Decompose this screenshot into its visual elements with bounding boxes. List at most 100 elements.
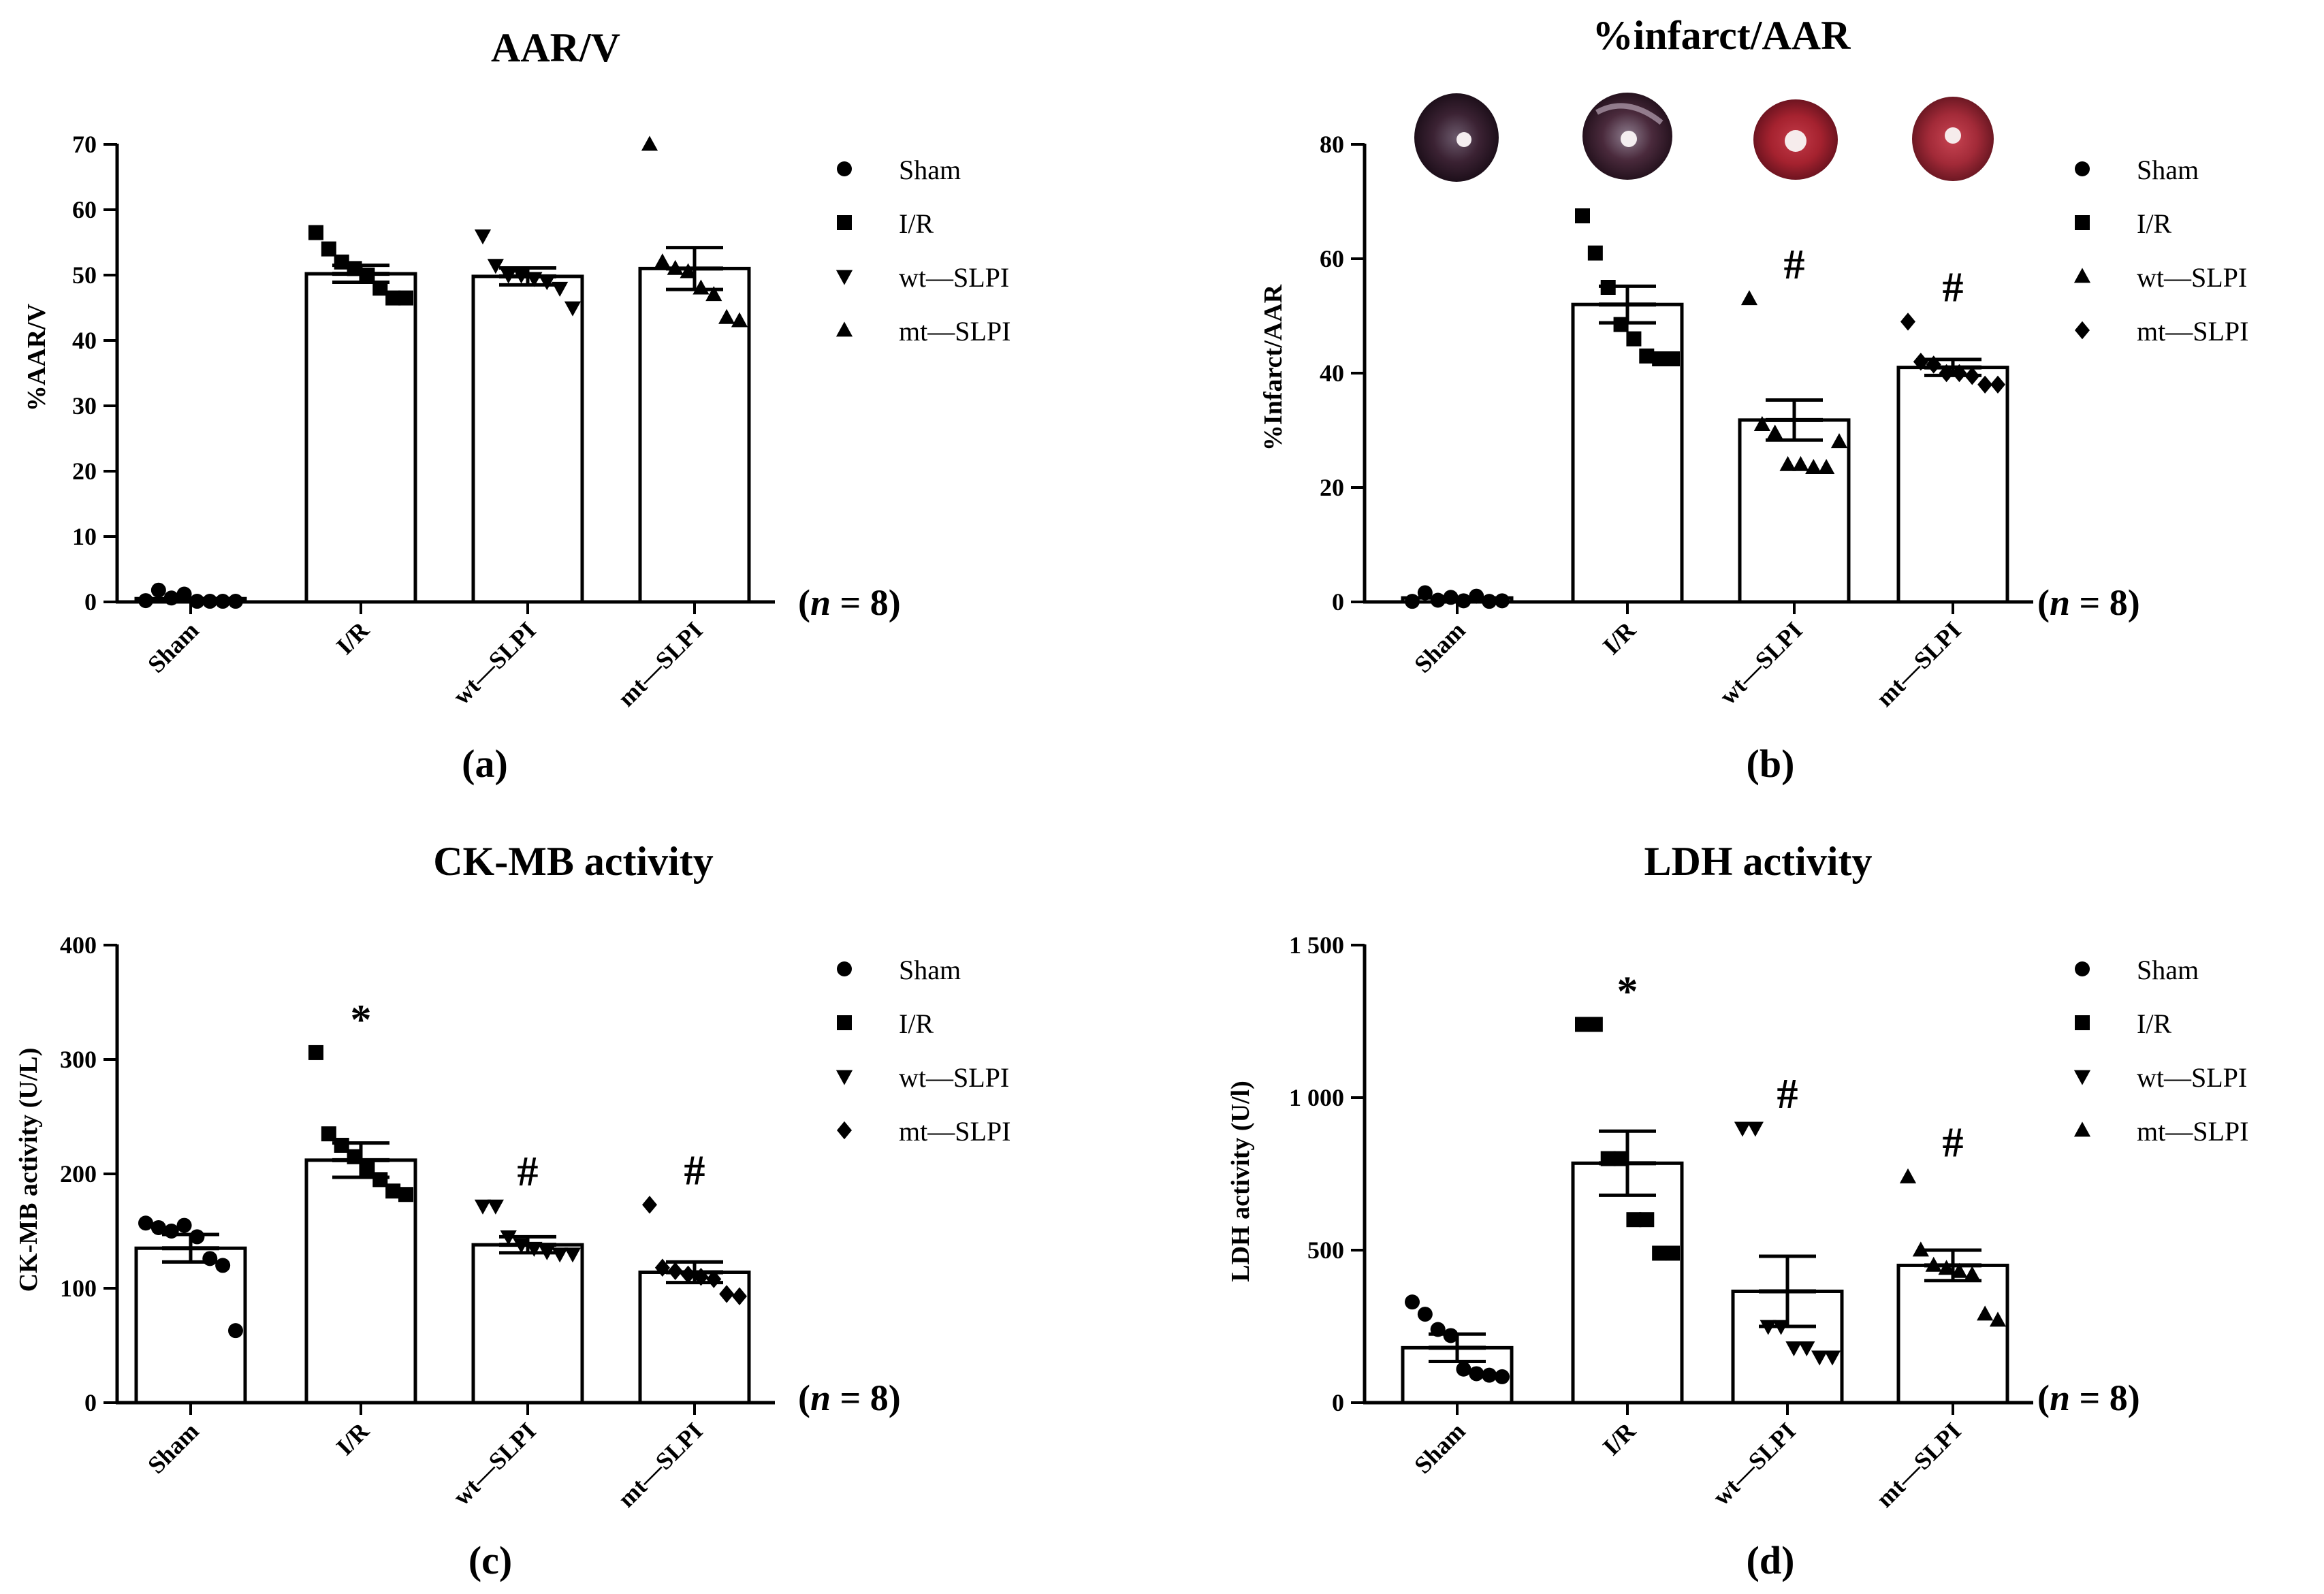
data-point [705, 286, 722, 302]
legend: Sham I/R wt—SLPI mt—SLPI [835, 955, 1010, 1147]
chart-title: %infarct/AAR [1593, 13, 1851, 58]
legend-marker [2073, 268, 2091, 283]
x-tick-label: I/R [1597, 1417, 1641, 1461]
n-label-var: n [810, 582, 831, 623]
plot-area: 0 500 1 000 1 500 Sham I/R * wt—SLPI # mt—SLPI # [1289, 931, 2033, 1512]
data-point [474, 1199, 492, 1215]
legend-label: wt—SLPI [899, 1062, 1009, 1093]
legend-marker [2075, 161, 2090, 176]
legend-marker [837, 161, 852, 176]
panel-d: LDH activity LDH activity (U/l) (n = 8) … [1226, 839, 2248, 1582]
x-tick-label: wt—SLPI [1707, 1417, 1800, 1510]
y-axis-label: %AAR/V [22, 303, 51, 411]
data-point [1417, 585, 1433, 601]
legend-marker [837, 1121, 852, 1140]
legend: Sham I/R wt—SLPI mt—SLPI [2073, 155, 2248, 347]
data-point [1575, 1017, 1590, 1032]
data-point [215, 594, 231, 609]
legend-marker [2075, 961, 2090, 976]
bar [1571, 302, 1684, 604]
bar [471, 1243, 584, 1405]
heart-image-ir [1582, 93, 1672, 180]
significance-mark: * [1617, 968, 1638, 1015]
data-point [1747, 1121, 1764, 1137]
legend-label: mt—SLPI [2137, 1116, 2248, 1147]
data-point [1405, 594, 1420, 609]
data-point [1785, 1341, 1802, 1357]
legend-marker [2073, 1121, 2091, 1137]
bar [638, 1270, 751, 1405]
data-point [1575, 208, 1590, 223]
data-point [1779, 456, 1796, 471]
data-point [398, 1187, 413, 1202]
data-point [150, 1220, 166, 1235]
legend-label: I/R [2137, 1008, 2171, 1039]
data-point [228, 594, 243, 609]
data-point [398, 290, 413, 306]
y-axis-label: LDH activity (U/l) [1226, 1081, 1255, 1282]
bar [471, 274, 584, 604]
heart-image-sham [1414, 93, 1499, 182]
y-tick-label: 40 [72, 327, 97, 354]
n-label: (n = 8) [798, 1377, 901, 1418]
x-tick-label: Sham [1409, 1417, 1471, 1479]
n-label-suffix: = 8) [831, 1377, 901, 1418]
data-point [189, 594, 205, 609]
legend-marker [2075, 321, 2090, 340]
data-point [1811, 1350, 1828, 1366]
data-point [215, 1258, 231, 1273]
data-point [731, 312, 748, 328]
significance-mark: # [1777, 1071, 1798, 1117]
data-point [1734, 1121, 1751, 1137]
y-tick-label: 30 [72, 392, 97, 419]
n-label-prefix: ( [798, 1377, 810, 1418]
data-point [487, 259, 504, 274]
x-tick-label: wt—SLPI [447, 616, 541, 710]
plot-area: 0 10 20 30 40 50 60 70 Sham I/R wt—SLPI mt—SLPI [72, 131, 775, 712]
panel-c: CK-MB activity CK-MB activity (U/L) (n =… [14, 839, 1010, 1582]
significance-mark: # [1943, 264, 1964, 310]
data-point [228, 1323, 243, 1339]
data-point [564, 1247, 582, 1263]
data-point [202, 1251, 218, 1266]
data-point [1443, 590, 1459, 605]
data-point [372, 1172, 388, 1187]
n-label-prefix: ( [798, 582, 810, 623]
y-tick-label: 1 500 [1289, 931, 1344, 959]
heart-image-mt-slpi [1912, 97, 1994, 181]
data-point [1652, 351, 1668, 366]
data-point [732, 1287, 747, 1305]
n-label-prefix: ( [2037, 1377, 2050, 1418]
data-point [202, 594, 218, 609]
data-point [1405, 1294, 1420, 1310]
y-tick-label: 70 [72, 131, 97, 158]
data-point [564, 301, 582, 317]
data-point [1977, 375, 1993, 394]
data-point [718, 308, 735, 324]
legend-label: wt—SLPI [2137, 262, 2247, 293]
data-point [1613, 317, 1629, 332]
x-tick-label: wt—SLPI [1714, 616, 1807, 710]
x-tick-label: wt—SLPI [447, 1417, 541, 1510]
data-point [1430, 592, 1446, 608]
data-point [321, 241, 336, 257]
data-point [1587, 245, 1603, 261]
legend-marker [835, 1070, 853, 1085]
chart-title: CK-MB activity [433, 839, 714, 884]
data-point [487, 1199, 504, 1215]
data-point [138, 1215, 153, 1231]
significance-mark: # [518, 1149, 539, 1195]
x-tick-label: Sham [142, 1417, 204, 1479]
significance-mark: # [1784, 242, 1805, 288]
data-point [385, 290, 401, 306]
data-point [1824, 1350, 1841, 1366]
y-tick-label: 0 [1332, 1389, 1344, 1416]
y-tick-label: 60 [72, 196, 97, 223]
data-point [1456, 1361, 1471, 1377]
panel-b: %infarct/AAR %Infarct/AAR (n = 8) (b) [1259, 13, 2248, 786]
data-point [1912, 1241, 1929, 1257]
n-label: (n = 8) [2037, 1377, 2140, 1418]
legend: Sham I/R wt—SLPI mt—SLPI [2073, 955, 2248, 1147]
legend-marker [835, 270, 853, 285]
data-point [1913, 353, 1928, 371]
